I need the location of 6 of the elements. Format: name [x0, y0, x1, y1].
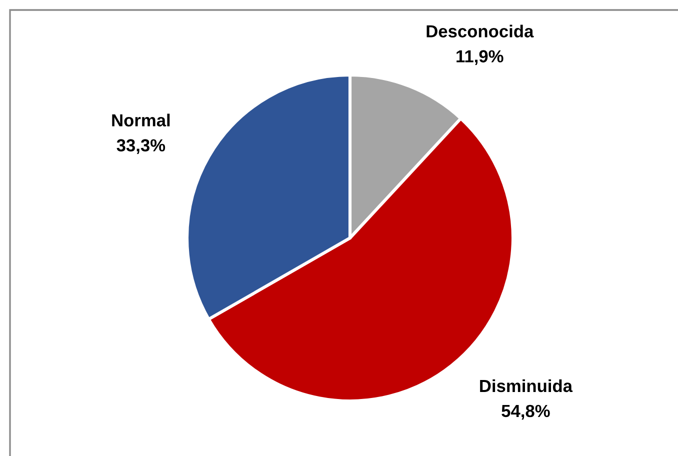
slice-label: Normal [112, 114, 170, 126]
data-label: 11,9% [456, 50, 504, 65]
slice-label: Disminuida [480, 379, 573, 392]
data-label: 33,3% [116, 139, 166, 154]
data-label: 54,8% [502, 404, 550, 420]
slice-label: Desconocida [426, 24, 534, 38]
